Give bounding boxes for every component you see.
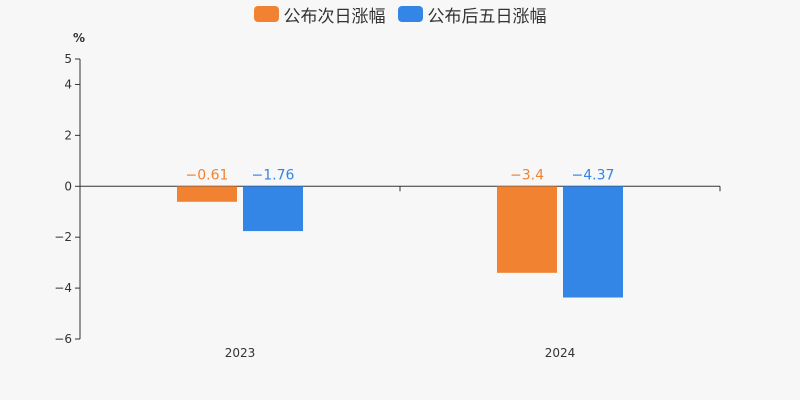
y-tick-label: 2 (64, 128, 72, 142)
y-tick-label: −4 (54, 281, 72, 295)
bar-2023-series-1 (177, 186, 237, 202)
legend-item-next-day[interactable]: 公布次日涨幅 (253, 2, 386, 27)
bar-2024-series-1 (497, 186, 557, 273)
data-label: −0.61 (186, 167, 229, 183)
chart-legend: 公布次日涨幅 公布后五日涨幅 (0, 2, 800, 27)
x-axis: 2023 2024 (79, 185, 721, 360)
y-axis-unit-label: % (73, 31, 85, 45)
bars-group (177, 186, 623, 298)
y-tick-label: 0 (64, 179, 72, 193)
legend-label-five-day: 公布后五日涨幅 (427, 6, 547, 27)
bar-2023-series-2 (243, 186, 303, 232)
legend-item-five-day[interactable]: 公布后五日涨幅 (397, 2, 547, 27)
data-label: −1.76 (252, 167, 295, 183)
y-tick-label: −6 (54, 332, 72, 346)
y-tick-label: 4 (64, 77, 72, 91)
y-tick-label: 5 (64, 52, 72, 66)
legend-swatch-five-day (397, 6, 423, 22)
x-tick-label: 2024 (545, 346, 576, 360)
value-labels-group: −0.61 −1.76 −3.4 −4.37 (186, 167, 615, 183)
data-label: −3.4 (510, 167, 544, 183)
bar-2024-series-2 (563, 186, 623, 298)
legend-swatch-next-day (253, 6, 279, 22)
y-axis: 5 4 2 0 −2 −4 −6 (54, 52, 81, 346)
legend-label-next-day: 公布次日涨幅 (283, 6, 386, 27)
data-label: −4.37 (572, 167, 615, 183)
x-tick-label: 2023 (225, 346, 256, 360)
y-tick-label: −2 (54, 230, 72, 244)
